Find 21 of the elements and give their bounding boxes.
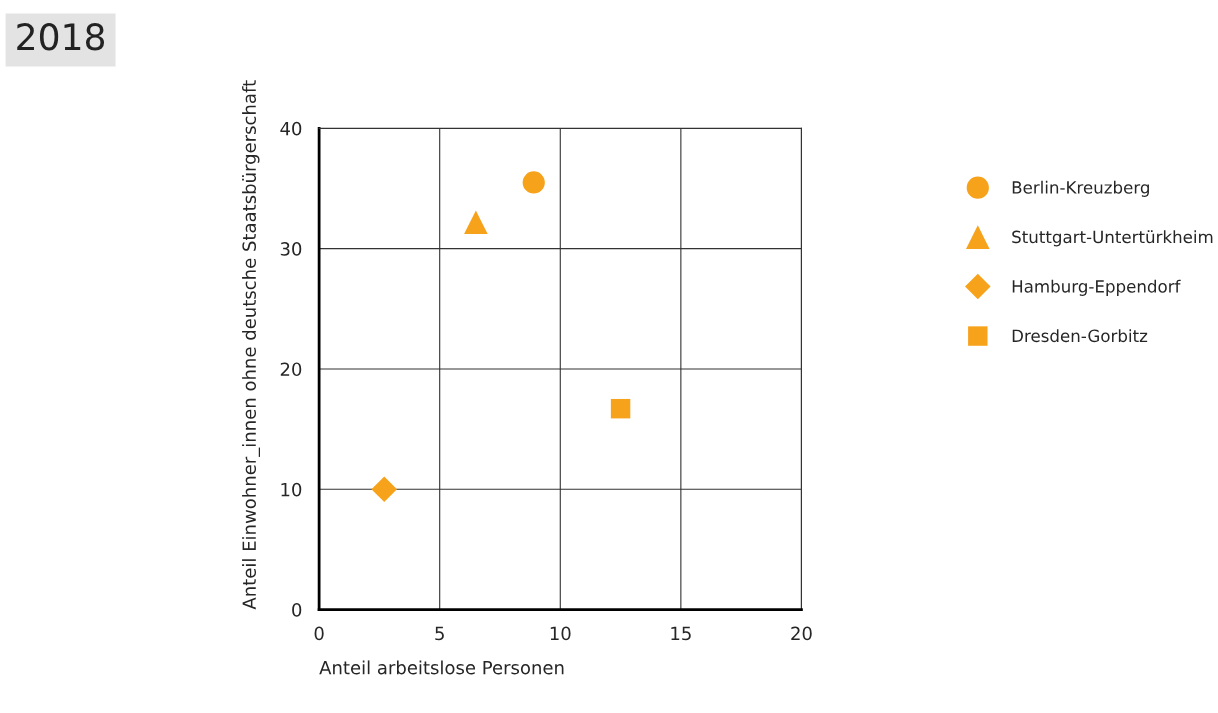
point [371, 476, 397, 503]
point [610, 398, 631, 419]
y-tick-label: 40 [280, 121, 302, 136]
y-axis-title: Anteil Einwohner_innen ohne deutsche Staatsbürgerschaft [242, 80, 261, 610]
point [522, 171, 545, 194]
legend-label: Berlin-Kreuzberg [1012, 180, 1149, 197]
x-tick-label: 5 [435, 626, 444, 641]
chart-title: 2018 [17, 23, 105, 51]
y-tick-label: 10 [281, 482, 302, 497]
x-tick-label: 10 [550, 626, 571, 641]
x-tick-label: 15 [671, 626, 691, 641]
x-tick-label: 20 [791, 626, 812, 641]
point [464, 210, 488, 234]
y-tick-label: 30 [280, 242, 302, 256]
y-tick-label: 0 [292, 603, 302, 617]
legend-label: Dresden-Gorbitz [1012, 329, 1148, 343]
y-tick-label: 20 [280, 362, 302, 377]
x-axis-title: Anteil arbeitslose Personen [319, 660, 564, 675]
legend-label: Stuttgart-Untertürkheim [1012, 230, 1213, 247]
legend-label: Hamburg-Eppendorf [1012, 279, 1181, 296]
x-tick-label: 0 [314, 626, 324, 641]
